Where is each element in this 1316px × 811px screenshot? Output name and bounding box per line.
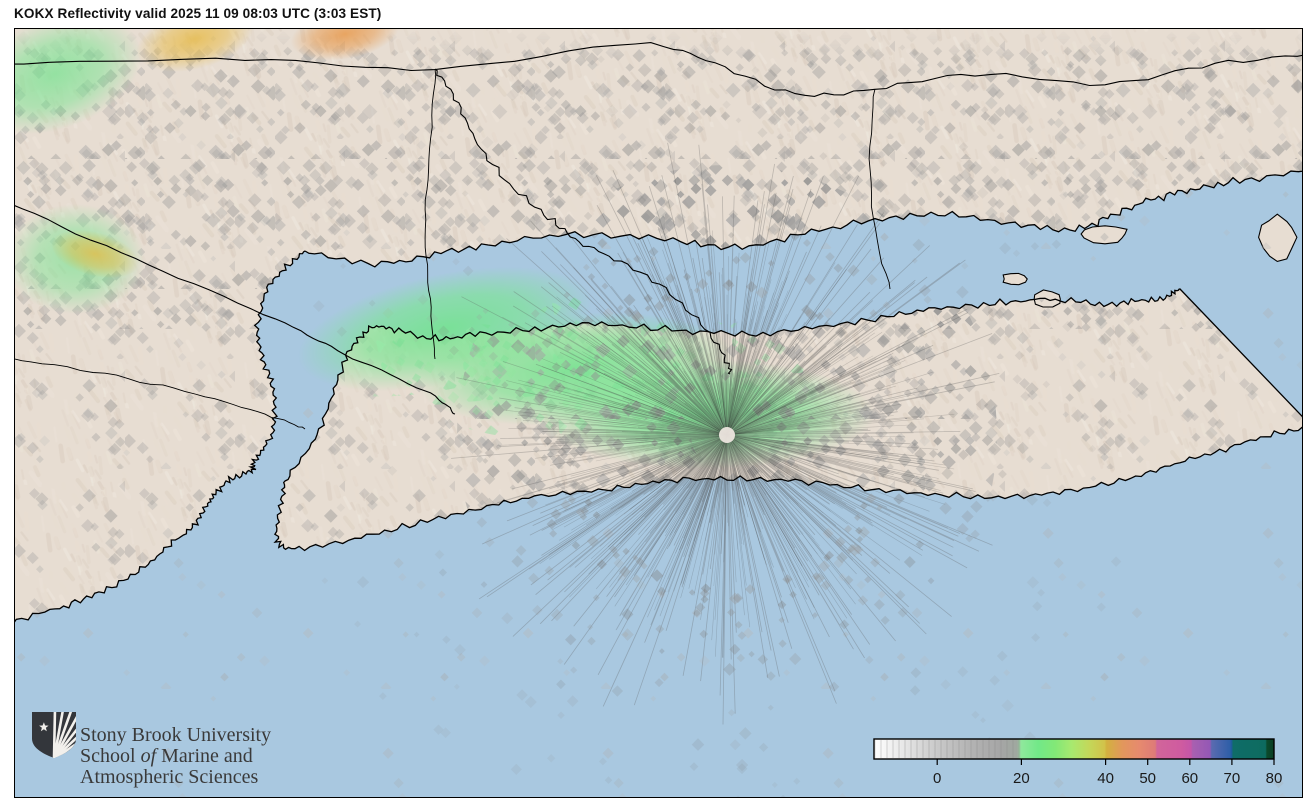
svg-text:20: 20 <box>1013 770 1030 787</box>
svg-text:70: 70 <box>1224 770 1241 787</box>
svg-text:80: 80 <box>1266 770 1283 787</box>
svg-text:40: 40 <box>1097 770 1114 787</box>
svg-text:Stony Brook University: Stony Brook University <box>80 724 271 746</box>
svg-text:50: 50 <box>1139 770 1156 787</box>
svg-text:Atmospheric Sciences: Atmospheric Sciences <box>80 766 258 788</box>
svg-text:60: 60 <box>1181 770 1198 787</box>
svg-text:School of Marine and: School of Marine and <box>80 745 253 767</box>
svg-text:0: 0 <box>933 770 941 787</box>
